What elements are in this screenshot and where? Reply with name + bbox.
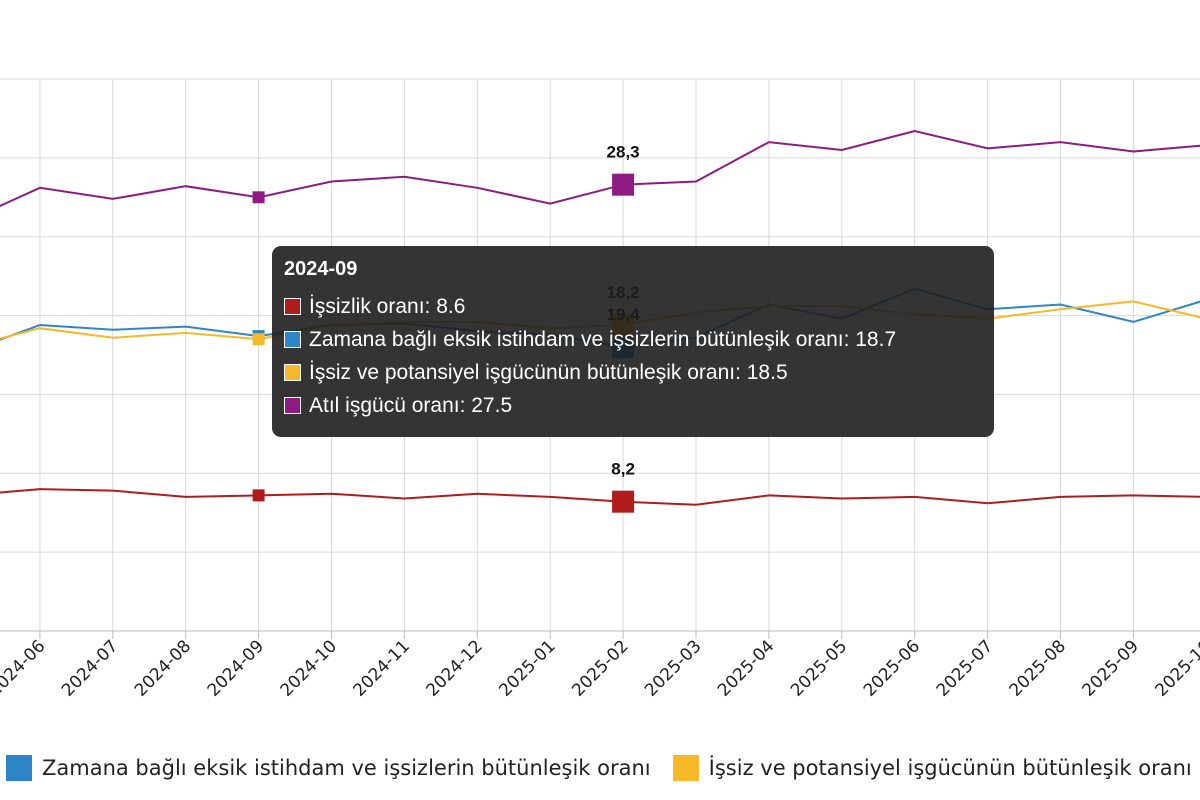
x-tick-label: 2024-11 (350, 636, 414, 700)
data-label: 28,3 (607, 143, 640, 162)
x-tick-label: 2025-09 (1079, 636, 1143, 700)
tooltip-swatch (284, 298, 301, 315)
x-tick-label: 2025-02 (568, 636, 632, 700)
tooltip-row-idle-labour: Atıl işgücü oranı: 27.5 (284, 389, 982, 422)
x-tick-label: 2025-10 (1151, 636, 1200, 700)
chart-legend: Zamana bağlı eksik istihdam ve işsizleri… (0, 750, 1200, 786)
legend-label: Zamana bağlı eksik istihdam ve işsizleri… (42, 756, 651, 780)
hover-point-marker (252, 191, 265, 204)
legend-swatch (672, 755, 699, 781)
x-tick-label: 2024-10 (277, 636, 341, 700)
hover-point-marker (252, 489, 265, 502)
tooltip-row-text: İşsizlik oranı: 8.6 (309, 294, 466, 318)
x-tick-label: 2024-06 (0, 636, 49, 700)
tooltip-swatch (284, 331, 301, 348)
x-axis-ticks: 2024-06 2024-07 2024-08 2024-09 2024-10 2024-… (0, 631, 1200, 701)
legend-swatch (6, 755, 32, 781)
x-tick-label: 2025-04 (714, 636, 778, 700)
tooltip-swatch (284, 397, 301, 414)
x-tick-label: 2024-08 (131, 636, 195, 700)
x-tick-label: 2025-05 (787, 636, 851, 700)
x-tick-label: 2024-07 (58, 636, 122, 700)
x-tick-label: 2025-06 (860, 636, 924, 700)
x-tick-label: 2024-12 (422, 636, 486, 700)
tooltip-row-unemployment: İşsizlik oranı: 8.6 (284, 290, 982, 323)
series-line (0, 488, 1200, 506)
x-tick-label: 2025-03 (641, 636, 705, 700)
hover-point-marker (252, 333, 265, 346)
legend-item-underemployment[interactable]: Zamana bağlı eksik istihdam ve işsizleri… (0, 755, 651, 781)
x-tick-label: 2025-07 (933, 636, 997, 700)
highlight-point-marker (612, 490, 635, 513)
tooltip-title: 2024-09 (284, 258, 358, 280)
series-line (0, 129, 1200, 208)
tooltip-row-potential-labour: İşsiz ve potansiyel işgücünün bütünleşik… (284, 356, 982, 389)
tooltip-swatch (284, 364, 301, 381)
chart-tooltip: 2024-09 İşsizlik oranı: 8.6 Zamana bağlı… (272, 246, 994, 437)
tooltip-row-text: Zamana bağlı eksik istihdam ve işsizleri… (309, 327, 897, 351)
legend-item-potential-labour[interactable]: İşsiz ve potansiyel işgücünün bütünleşik… (667, 755, 1192, 781)
x-tick-label: 2025-01 (495, 636, 559, 700)
legend-label: İşsiz ve potansiyel işgücünün bütünleşik… (708, 756, 1192, 780)
x-tick-label: 2025-08 (1006, 636, 1070, 700)
tooltip-row-text: İşsiz ve potansiyel işgücünün bütünleşik… (309, 360, 788, 384)
tooltip-row-text: Atıl işgücü oranı: 27.5 (309, 393, 513, 417)
tooltip-row-underemployment: Zamana bağlı eksik istihdam ve işsizleri… (284, 323, 982, 356)
x-tick-label: 2024-09 (204, 636, 268, 700)
highlight-point-marker (612, 173, 635, 196)
data-label: 8,2 (611, 460, 635, 479)
